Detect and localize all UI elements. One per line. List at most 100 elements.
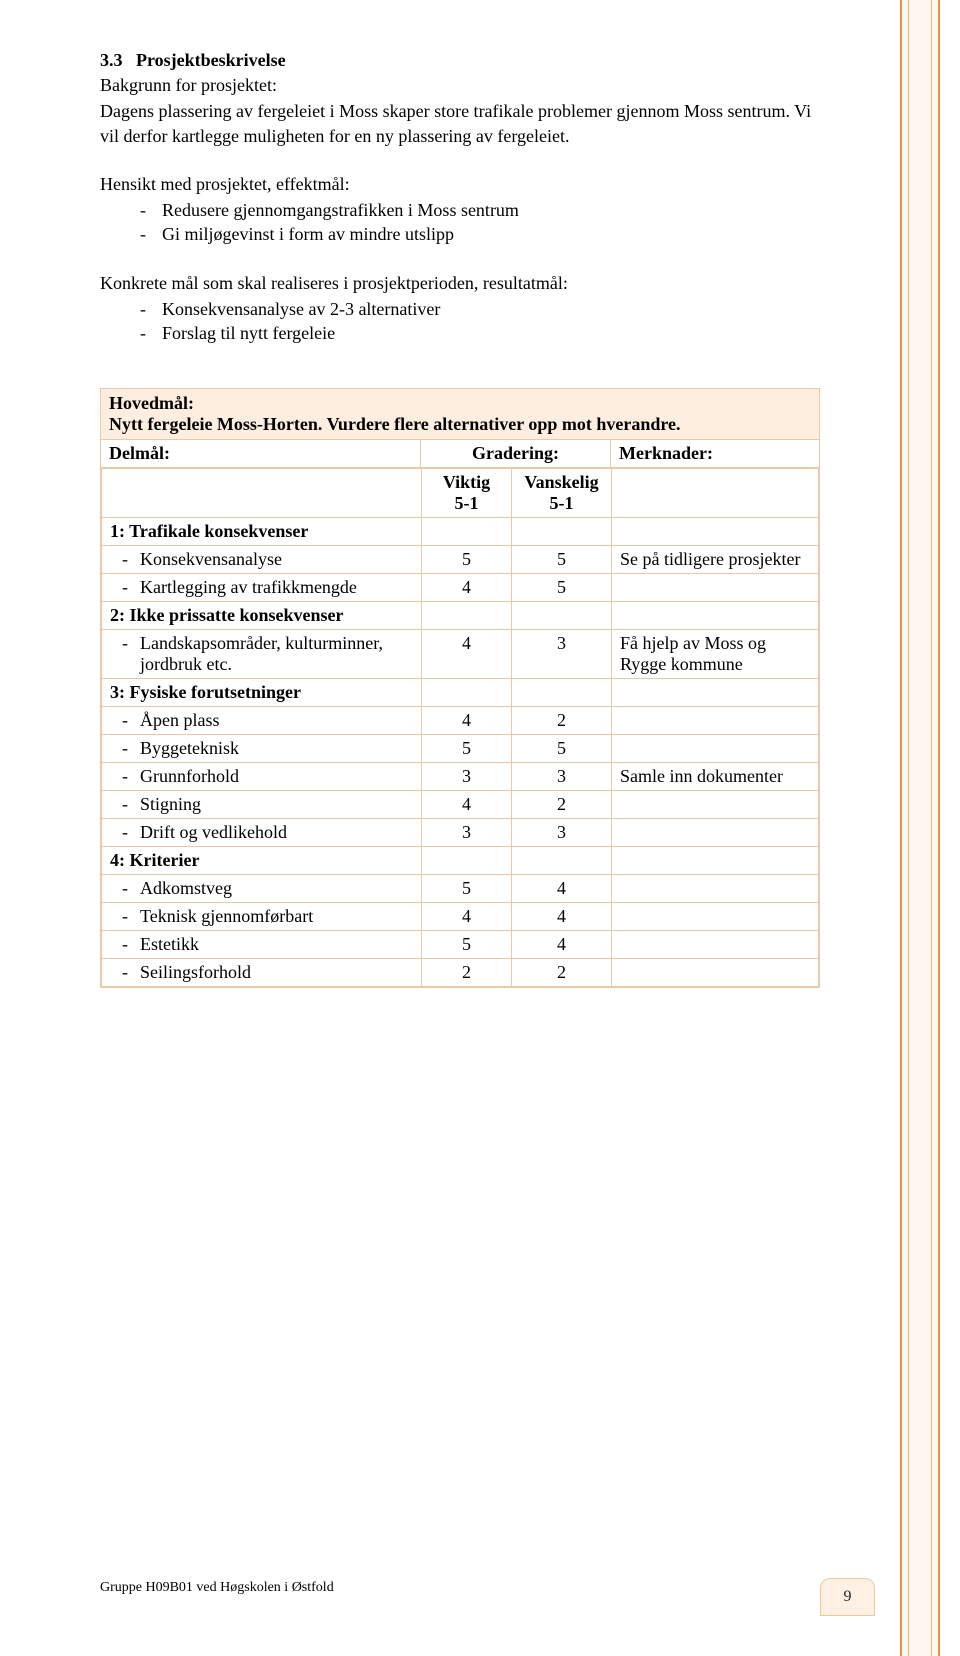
merknader-label: Merknader:	[611, 440, 819, 467]
value-viktig: 4	[422, 706, 512, 734]
value-note: Få hjelp av Moss og Rygge kommune	[612, 629, 819, 678]
value-viktig: 4	[422, 629, 512, 678]
list-item: Gi miljøgevinst i form av mindre utslipp	[140, 222, 820, 246]
value-viktig: 5	[422, 930, 512, 958]
item-label: Estetikk	[110, 934, 413, 955]
empty-cell	[612, 468, 819, 517]
value-viktig: 5	[422, 734, 512, 762]
value-vanskelig: 2	[512, 790, 612, 818]
value-vanskelig: 5	[512, 573, 612, 601]
section-label: 3: Fysiske forutsetninger	[102, 678, 422, 706]
value-viktig: 5	[422, 545, 512, 573]
table-row: Åpen plass 4 2	[102, 706, 819, 734]
delmal-label: Delmål:	[101, 440, 421, 467]
table-row: Landskapsområder, kulturminner, jordbruk…	[102, 629, 819, 678]
value-viktig: 2	[422, 958, 512, 986]
grading-table: Viktig 5-1 Vanskelig 5-1 1: Trafikale ko…	[101, 468, 819, 987]
empty-cell	[102, 468, 422, 517]
value-note	[612, 902, 819, 930]
value-viktig: 5	[422, 874, 512, 902]
value-note: Se på tidligere prosjekter	[612, 545, 819, 573]
hensikt-list: Redusere gjennomgangstrafikken i Moss se…	[100, 198, 820, 247]
konkrete-heading: Konkrete mål som skal realiseres i prosj…	[100, 271, 820, 295]
table-row: Kartlegging av trafikkmengde 4 5	[102, 573, 819, 601]
section-number: 3.3	[100, 50, 123, 70]
col-viktig-label: Viktig	[443, 472, 490, 492]
section-heading: 3.3 Prosjektbeskrivelse	[100, 50, 820, 71]
section-title: Prosjektbeskrivelse	[136, 50, 286, 70]
table-section-row: 4: Kriterier	[102, 846, 819, 874]
section-label: 4: Kriterier	[102, 846, 422, 874]
page: 3.3 Prosjektbeskrivelse Bakgrunn for pro…	[0, 0, 960, 1656]
table-header-row: Viktig 5-1 Vanskelig 5-1	[102, 468, 819, 517]
table-row: Stigning 4 2	[102, 790, 819, 818]
hovedmal-label: Hovedmål:	[109, 393, 811, 414]
value-vanskelig: 3	[512, 818, 612, 846]
table-row: Estetikk 5 4	[102, 930, 819, 958]
value-viktig: 4	[422, 902, 512, 930]
content-area: 3.3 Prosjektbeskrivelse Bakgrunn for pro…	[100, 50, 820, 988]
col-vanskelig-range: 5-1	[550, 493, 574, 513]
table-row: Konsekvensanalyse 5 5 Se på tidligere pr…	[102, 545, 819, 573]
item-label: Landskapsområder, kulturminner, jordbruk…	[110, 633, 413, 675]
value-vanskelig: 4	[512, 874, 612, 902]
value-note	[612, 734, 819, 762]
table-row: Byggeteknisk 5 5	[102, 734, 819, 762]
footer-text: Gruppe H09B01 ved Høgskolen i Østfold	[100, 1580, 334, 1596]
value-vanskelig: 2	[512, 706, 612, 734]
table-row: Seilingsforhold 2 2	[102, 958, 819, 986]
item-label: Grunnforhold	[110, 766, 413, 787]
item-label: Teknisk gjennomførbart	[110, 906, 413, 927]
col-viktig-range: 5-1	[455, 493, 479, 513]
value-note	[612, 818, 819, 846]
value-note: Samle inn dokumenter	[612, 762, 819, 790]
decorative-right-strip	[900, 0, 940, 1656]
goal-table: Hovedmål: Nytt fergeleie Moss-Horten. Vu…	[100, 388, 820, 988]
value-note	[612, 958, 819, 986]
item-label: Drift og vedlikehold	[110, 822, 413, 843]
table-section-row: 2: Ikke prissatte konsekvenser	[102, 601, 819, 629]
background-heading: Bakgrunn for prosjektet:	[100, 73, 820, 97]
table-row: Grunnforhold 3 3 Samle inn dokumenter	[102, 762, 819, 790]
konkrete-list: Konsekvensanalyse av 2-3 alternativer Fo…	[100, 297, 820, 346]
gradering-label: Gradering:	[421, 440, 611, 467]
col-viktig: Viktig 5-1	[422, 468, 512, 517]
background-text: Dagens plassering av fergeleiet i Moss s…	[100, 99, 820, 148]
section-label: 2: Ikke prissatte konsekvenser	[102, 601, 422, 629]
value-vanskelig: 5	[512, 545, 612, 573]
item-label: Adkomstveg	[110, 878, 413, 899]
hovedmal-text: Nytt fergeleie Moss-Horten. Vurdere fler…	[109, 414, 811, 435]
item-label: Byggeteknisk	[110, 738, 413, 759]
item-label: Seilingsforhold	[110, 962, 413, 983]
table-section-row: 1: Trafikale konsekvenser	[102, 517, 819, 545]
value-note	[612, 706, 819, 734]
table-row: Teknisk gjennomførbart 4 4	[102, 902, 819, 930]
value-viktig: 4	[422, 790, 512, 818]
value-vanskelig: 2	[512, 958, 612, 986]
value-note	[612, 790, 819, 818]
value-vanskelig: 3	[512, 629, 612, 678]
col-vanskelig: Vanskelig 5-1	[512, 468, 612, 517]
subheader-row: Delmål: Gradering: Merknader:	[101, 440, 819, 468]
item-label: Åpen plass	[110, 710, 413, 731]
table-row: Adkomstveg 5 4	[102, 874, 819, 902]
value-viktig: 3	[422, 818, 512, 846]
table-section-row: 3: Fysiske forutsetninger	[102, 678, 819, 706]
value-note	[612, 874, 819, 902]
value-vanskelig: 3	[512, 762, 612, 790]
value-vanskelig: 4	[512, 902, 612, 930]
value-note	[612, 573, 819, 601]
item-label: Kartlegging av trafikkmengde	[110, 577, 413, 598]
item-label: Stigning	[110, 794, 413, 815]
item-label: Konsekvensanalyse	[110, 549, 413, 570]
list-item: Forslag til nytt fergeleie	[140, 321, 820, 345]
value-viktig: 4	[422, 573, 512, 601]
col-vanskelig-label: Vanskelig	[524, 472, 598, 492]
value-note	[612, 930, 819, 958]
list-item: Konsekvensanalyse av 2-3 alternativer	[140, 297, 820, 321]
page-number-badge: 9	[820, 1578, 875, 1616]
value-vanskelig: 5	[512, 734, 612, 762]
section-label: 1: Trafikale konsekvenser	[102, 517, 422, 545]
list-item: Redusere gjennomgangstrafikken i Moss se…	[140, 198, 820, 222]
goal-header: Hovedmål: Nytt fergeleie Moss-Horten. Vu…	[101, 389, 819, 440]
